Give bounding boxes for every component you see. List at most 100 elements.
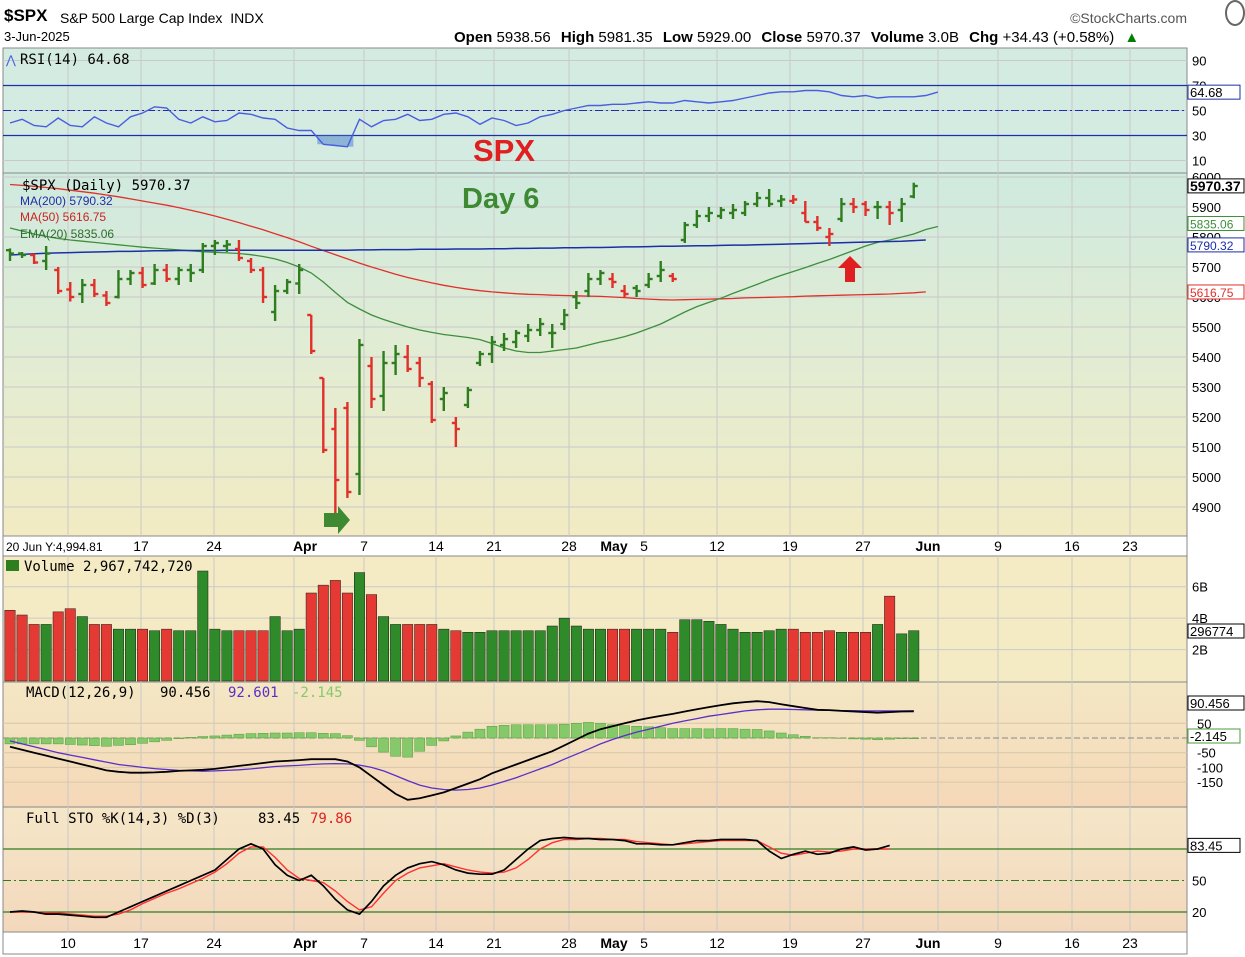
volume-tick-label: 4B [1192,611,1208,626]
date-tick-label: 14 [428,538,444,554]
volume-bar [197,570,209,682]
volume-bar [848,632,859,682]
macd-tick-label: -100 [1197,760,1223,775]
macd-hist-bar [330,733,341,739]
volume-bar [125,628,136,682]
date-tick-label: 12 [709,935,725,951]
volume-bar [667,632,679,682]
macd-hist-bar [52,737,64,745]
date-tick-label: May [600,538,627,554]
macd-hist-bar [908,737,919,739]
date-tick-label: Jun [916,538,941,554]
macd-hist-bar [366,737,377,748]
macd-hist-bar [462,731,474,739]
date-tick-label: 28 [561,935,577,951]
volume-bar [354,572,365,682]
macd-hist-bar [691,728,703,739]
rsi-line [9,89,939,148]
price-tick-label: 4900 [1192,500,1221,515]
volume-bar [317,584,329,682]
macd-panel [2,681,1188,808]
volume-bar [341,592,353,682]
close-value: 5970.37 [806,29,861,46]
chart-options-button[interactable] [1225,0,1245,26]
volume-legend-text: Volume 2,967,742,720 [24,559,193,575]
ema20-legend: EMA(20) 5835.06 [20,227,114,241]
date-tick-label: 17 [133,538,149,554]
volume-legend: Volume 2,967,742,720 [6,559,193,575]
volume-bar [426,624,438,682]
volume-bar [486,630,498,682]
macd-hist-last-label: -2.145 [1190,729,1227,744]
ma50-legend: MA(50) 5616.75 [20,210,106,224]
macd-hist-bar [402,737,413,758]
volume-bar [16,614,28,682]
macd-hist-bar [233,733,245,739]
volume-bar [305,592,317,682]
price-right-label: 5835.06 [1190,217,1234,231]
macd-legend-value: 90.456 [160,685,211,701]
volume-bar [643,628,655,682]
open-value: 5938.56 [496,29,551,46]
volume-bar [462,632,474,682]
ma200-line [9,239,926,256]
sto-k-line [9,836,890,919]
date-tick-label: 12 [709,538,725,554]
macd-hist-bar [342,735,353,739]
macd-hist-bar [848,737,859,740]
date-tick-label: 27 [855,538,871,554]
volume-bar [703,621,715,682]
macd-hist-bar [354,737,365,741]
date-tick-label: 16 [1064,538,1080,554]
volume-bar [269,616,281,682]
macd-last-label: 90.456 [1190,696,1230,711]
macd-hist-bar [257,733,269,739]
date-tick-label: 21 [486,538,502,554]
rsi-tick-label: 10 [1192,154,1206,169]
volume-bar [378,616,390,682]
macd-hist-bar [137,737,148,744]
date-tick-label: 7 [360,935,368,951]
close-label: Close [761,29,803,46]
date-tick-label: 19 [782,935,798,951]
volume-bar [739,632,751,682]
volume-bar [149,630,161,682]
sto-tick-label: 20 [1192,905,1206,920]
volume-bar [775,628,787,682]
date-tick-label: Apr [293,935,318,951]
rsi-last-label: 64.68 [1190,85,1223,100]
rsi-tick-label: 90 [1192,54,1206,69]
date-tick-label: 5 [640,538,648,554]
macd-hist-bar [318,733,329,739]
macd-hist-bar [378,737,389,753]
price-tick-label: 5400 [1192,350,1221,365]
sto-legend-name: Full STO %K(14,3) %D(3) [26,811,220,827]
macd-hist-bar [161,737,172,741]
volume-bar [751,632,763,682]
volume-bar [173,630,185,682]
date-tick-label: May [600,935,627,951]
chart-header: $SPX S&P 500 Large Cap Index INDX 3-Jun-… [0,0,1245,48]
macd-hist-bar [414,737,425,752]
exchange: INDX [230,10,264,26]
macd-chart [3,700,1187,801]
price-tick-label: 5000 [1192,470,1221,485]
macd-hist-bar [860,737,871,740]
macd-hist-bar [583,722,594,739]
price-tick-label: 5700 [1192,260,1221,275]
rsi-tick-label: 50 [1192,104,1206,119]
volume-last-label: 296774 [1190,624,1233,639]
sto-last-box [1187,837,1241,853]
high-value: 5981.35 [598,29,653,46]
macd-hist-bar [751,729,763,739]
volume-bar [908,630,920,682]
macd-hist-bar [739,728,751,739]
annotation-title: SPX [473,133,535,168]
date-tick-label: Jun [916,935,941,951]
volume-bar [161,628,173,682]
stochastic-panel [2,806,1188,933]
macd-hist-bar [800,735,811,739]
macd-hist-bar [763,730,775,739]
volume-tick-label: 2B [1192,643,1208,658]
volume-bar [245,630,257,682]
